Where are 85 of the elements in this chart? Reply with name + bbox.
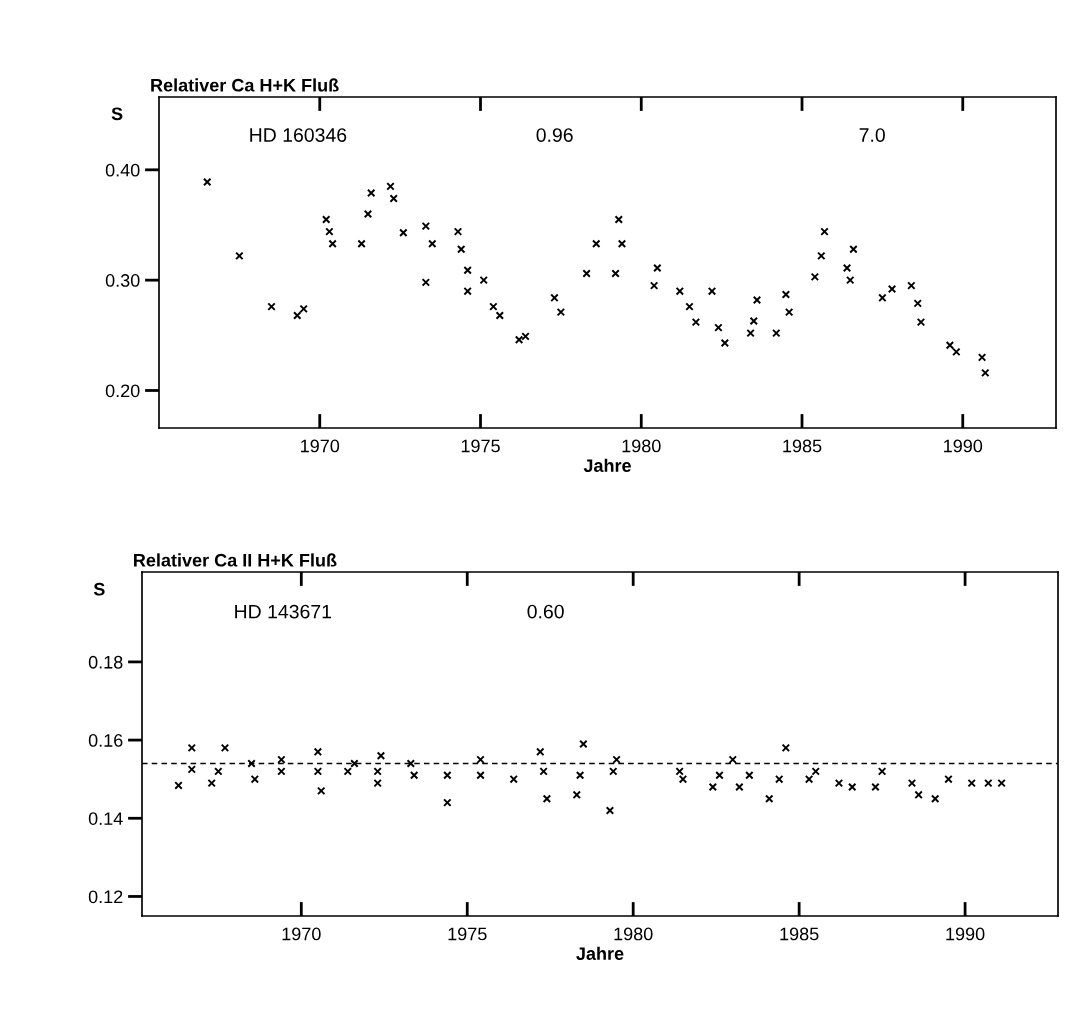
point [187, 765, 197, 774]
annotation: 0.60 [527, 604, 564, 619]
point [914, 790, 923, 800]
point [774, 774, 784, 784]
point [536, 747, 545, 757]
point [277, 755, 286, 764]
point [984, 778, 993, 788]
point [443, 798, 452, 807]
x-tick-label: 1985 [780, 927, 819, 941]
point [174, 781, 183, 790]
point [343, 767, 352, 776]
point [877, 767, 887, 776]
point [907, 778, 917, 788]
point [605, 806, 615, 815]
y-tick-label: 0.12 [88, 890, 123, 904]
point [373, 767, 382, 776]
point [944, 774, 953, 784]
point [476, 771, 485, 780]
point [708, 782, 718, 792]
point [214, 767, 223, 776]
point [848, 782, 857, 792]
point [572, 790, 581, 800]
x-tick-label: 1980 [622, 439, 661, 453]
point [997, 778, 1006, 788]
x-axis-title: Jahre [576, 946, 624, 960]
y-tick-label: 0.30 [105, 274, 140, 287]
point [675, 767, 684, 776]
point [187, 743, 197, 753]
y-tick-label: 0.14 [88, 812, 123, 825]
point [476, 755, 485, 764]
x-tick-label: 1985 [783, 439, 822, 453]
point [930, 794, 940, 803]
y-tick-label: 0.20 [105, 384, 140, 398]
x-tick-label: 1970 [282, 927, 321, 941]
point [735, 782, 744, 792]
point [715, 771, 724, 780]
point [277, 767, 286, 776]
point [350, 759, 359, 768]
point [207, 778, 216, 788]
point [247, 759, 256, 768]
point [220, 743, 230, 753]
point [781, 743, 791, 753]
point [539, 767, 548, 776]
x-tick-label: 1975 [448, 927, 487, 941]
x-tick-label: 1975 [461, 439, 500, 453]
point [834, 778, 844, 788]
point [376, 751, 386, 760]
chart-title: Relativer Ca H+K Fluß [151, 78, 339, 92]
point [871, 782, 880, 792]
point [745, 771, 754, 780]
point [509, 774, 518, 784]
point [313, 767, 323, 776]
x-tick-label: 1990 [944, 439, 983, 453]
annotation: HD 143671 [235, 604, 332, 619]
x-axis-title: Jahre [583, 458, 631, 472]
point [612, 755, 621, 764]
chart-title: Relativer Ca II H+K Fluß [134, 553, 337, 567]
y-tick-label: 0.40 [105, 163, 140, 177]
y-tick-label: 0.16 [88, 734, 123, 747]
point [967, 778, 976, 788]
point [316, 786, 326, 796]
point [678, 774, 688, 784]
point [609, 767, 618, 776]
point [728, 755, 737, 764]
y-axis-title: S [93, 582, 105, 596]
point [313, 747, 323, 757]
point [250, 774, 260, 784]
point [579, 739, 588, 749]
y-tick-label: 0.18 [88, 655, 123, 669]
point [409, 771, 419, 780]
point [804, 774, 814, 784]
x-tick-label: 1980 [614, 927, 653, 941]
x-tick-label: 1990 [946, 927, 985, 941]
point [765, 794, 774, 803]
annotation: 0.96 [536, 128, 573, 142]
annotation: HD 160346 [250, 128, 347, 142]
x-tick-label: 1970 [301, 439, 340, 453]
point [811, 767, 820, 776]
point [575, 771, 585, 780]
annotation: 7.0 [859, 128, 885, 142]
y-axis-title: S [111, 107, 123, 121]
point [373, 778, 382, 788]
point [443, 771, 452, 780]
point [542, 794, 552, 803]
point [406, 759, 416, 768]
